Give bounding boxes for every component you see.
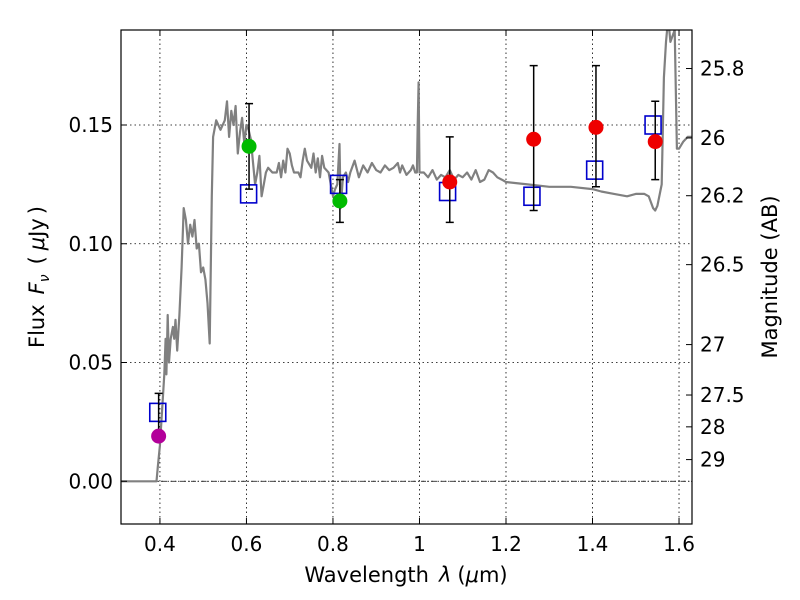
x-axis-label: Wavelength [304, 563, 429, 587]
observed-point [588, 64, 604, 188]
observed-marker [332, 193, 348, 209]
x-tick-label: 0.6 [231, 532, 263, 556]
x-tick-label: 1 [413, 532, 426, 556]
y-axis-unit-close: ) [25, 206, 49, 214]
y-tick-label: 0.10 [68, 232, 113, 256]
y-tick-label: 0.15 [68, 113, 113, 137]
model-photometry [148, 115, 662, 423]
x-axis-unit-open: ( [457, 563, 465, 587]
x-tick-label: 0.4 [144, 532, 176, 556]
y-axis-title: Flux Fν ( μJy) [25, 206, 53, 348]
model-square [523, 186, 541, 207]
magnitude-tick-label: 29 [700, 448, 725, 472]
y-axis-unit-rest: Jy [25, 218, 49, 239]
x-axis-unit-rest: m) [479, 563, 508, 587]
y-tick-label: 0.00 [68, 469, 113, 493]
x-axis-title: Wavelength λ (μm) [304, 563, 507, 587]
x-axis-unit-mu: μ [465, 563, 479, 587]
y-axis-unit-mu: μ [25, 237, 49, 251]
magnitude-tick-label: 26.5 [700, 253, 745, 277]
x-axis-symbol: λ [438, 563, 451, 587]
y-axis-label: Flux [25, 304, 49, 348]
y-axis-symbol: F [25, 281, 49, 294]
x-tick-label: 1.4 [577, 532, 609, 556]
magnitude-tick-label: 25.8 [700, 57, 745, 81]
model-square [585, 160, 604, 180]
model-square [644, 115, 662, 135]
observed-marker [588, 119, 604, 135]
plot-frame [120, 29, 693, 525]
y2-axis-title: Magnitude (AB) [758, 195, 782, 358]
x-tick-label: 0.8 [317, 532, 349, 556]
observed-point [332, 178, 348, 224]
magnitude-tick-label: 26.2 [700, 184, 745, 208]
observed-marker [526, 131, 542, 147]
spectrum-line [121, 30, 692, 483]
observed-photometry [151, 64, 663, 444]
observed-point [442, 136, 458, 224]
y-tick-label: 0.05 [68, 351, 113, 375]
observed-marker [151, 428, 167, 444]
observed-point [647, 100, 663, 181]
y-axis-unit-open: ( [25, 256, 49, 264]
magnitude-tick-label: 27 [700, 333, 725, 357]
axis-ticks: 0.4 0.6 0.8 1 1.2 1.4 1.6 0.00 0.05 0.10 0.15 25.8 2… [68, 30, 745, 556]
model-square [148, 402, 167, 423]
magnitude-tick-label: 28 [700, 415, 725, 439]
observed-marker [241, 138, 257, 154]
magnitude-tick-label: 27.5 [700, 383, 745, 407]
x-tick-label: 1.2 [490, 532, 522, 556]
observed-marker [647, 134, 663, 150]
y-axis-subscript: ν [37, 274, 53, 282]
observed-marker [442, 174, 458, 190]
observed-point [151, 392, 167, 444]
template-spectrum [121, 30, 692, 483]
magnitude-tick-label: 26 [700, 126, 725, 150]
observed-point [241, 102, 257, 190]
model-square [329, 174, 348, 195]
x-tick-label: 1.6 [663, 532, 695, 556]
observed-point [526, 64, 542, 212]
